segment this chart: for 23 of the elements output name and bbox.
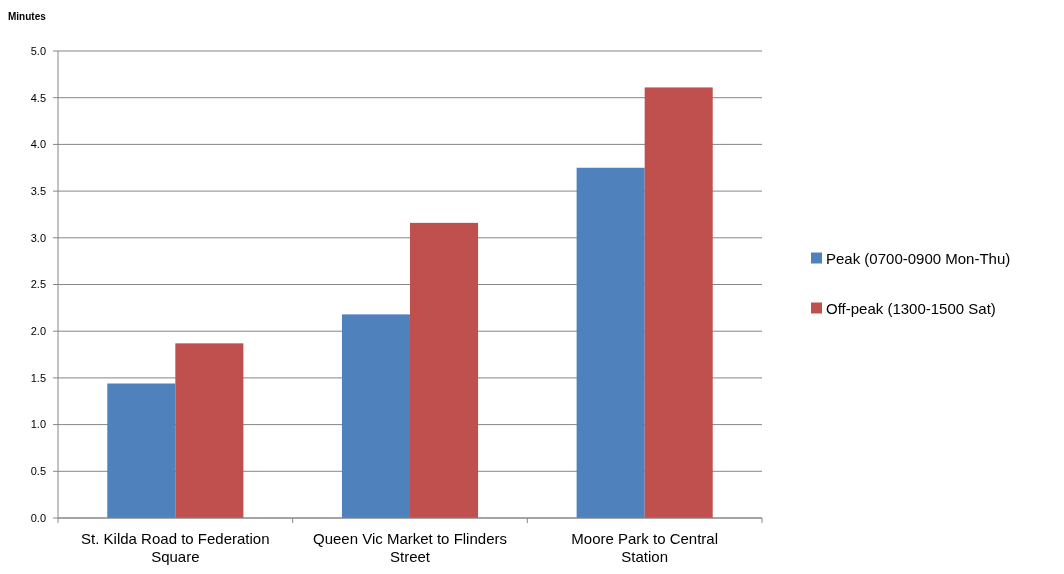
bar [341,314,410,518]
y-tick-label: 3.0 [30,231,46,244]
legend-label: Peak (0700-0900 Mon-Thu) [826,249,1011,267]
y-tick-label: 0.5 [30,465,46,478]
legend-label: Off-peak (1300-1500 Sat) [826,299,996,317]
bar [107,383,176,518]
y-tick-label: 2.0 [30,325,46,338]
bar [175,343,244,518]
y-axis-title: Minutes [8,11,47,22]
y-tick-label: 1.0 [30,418,46,431]
y-tick-label: 2.5 [30,278,46,291]
y-tick-label: 0.0 [30,511,46,524]
bar [410,222,479,518]
x-tick-label: St. Kilda Road to Federation Square [81,530,270,565]
y-tick-label: 1.5 [30,371,46,384]
y-tick-label: 5.0 [30,44,46,57]
y-tick-label: 3.5 [30,184,46,197]
x-tick-label: Queen Vic Market to Flinders Street [313,530,507,565]
bar [644,87,713,518]
y-tick-label: 4.5 [30,91,46,104]
y-tick-label: 4.0 [30,138,46,151]
x-tick-label: Moore Park to Central Station [571,530,719,565]
bar [576,167,645,518]
